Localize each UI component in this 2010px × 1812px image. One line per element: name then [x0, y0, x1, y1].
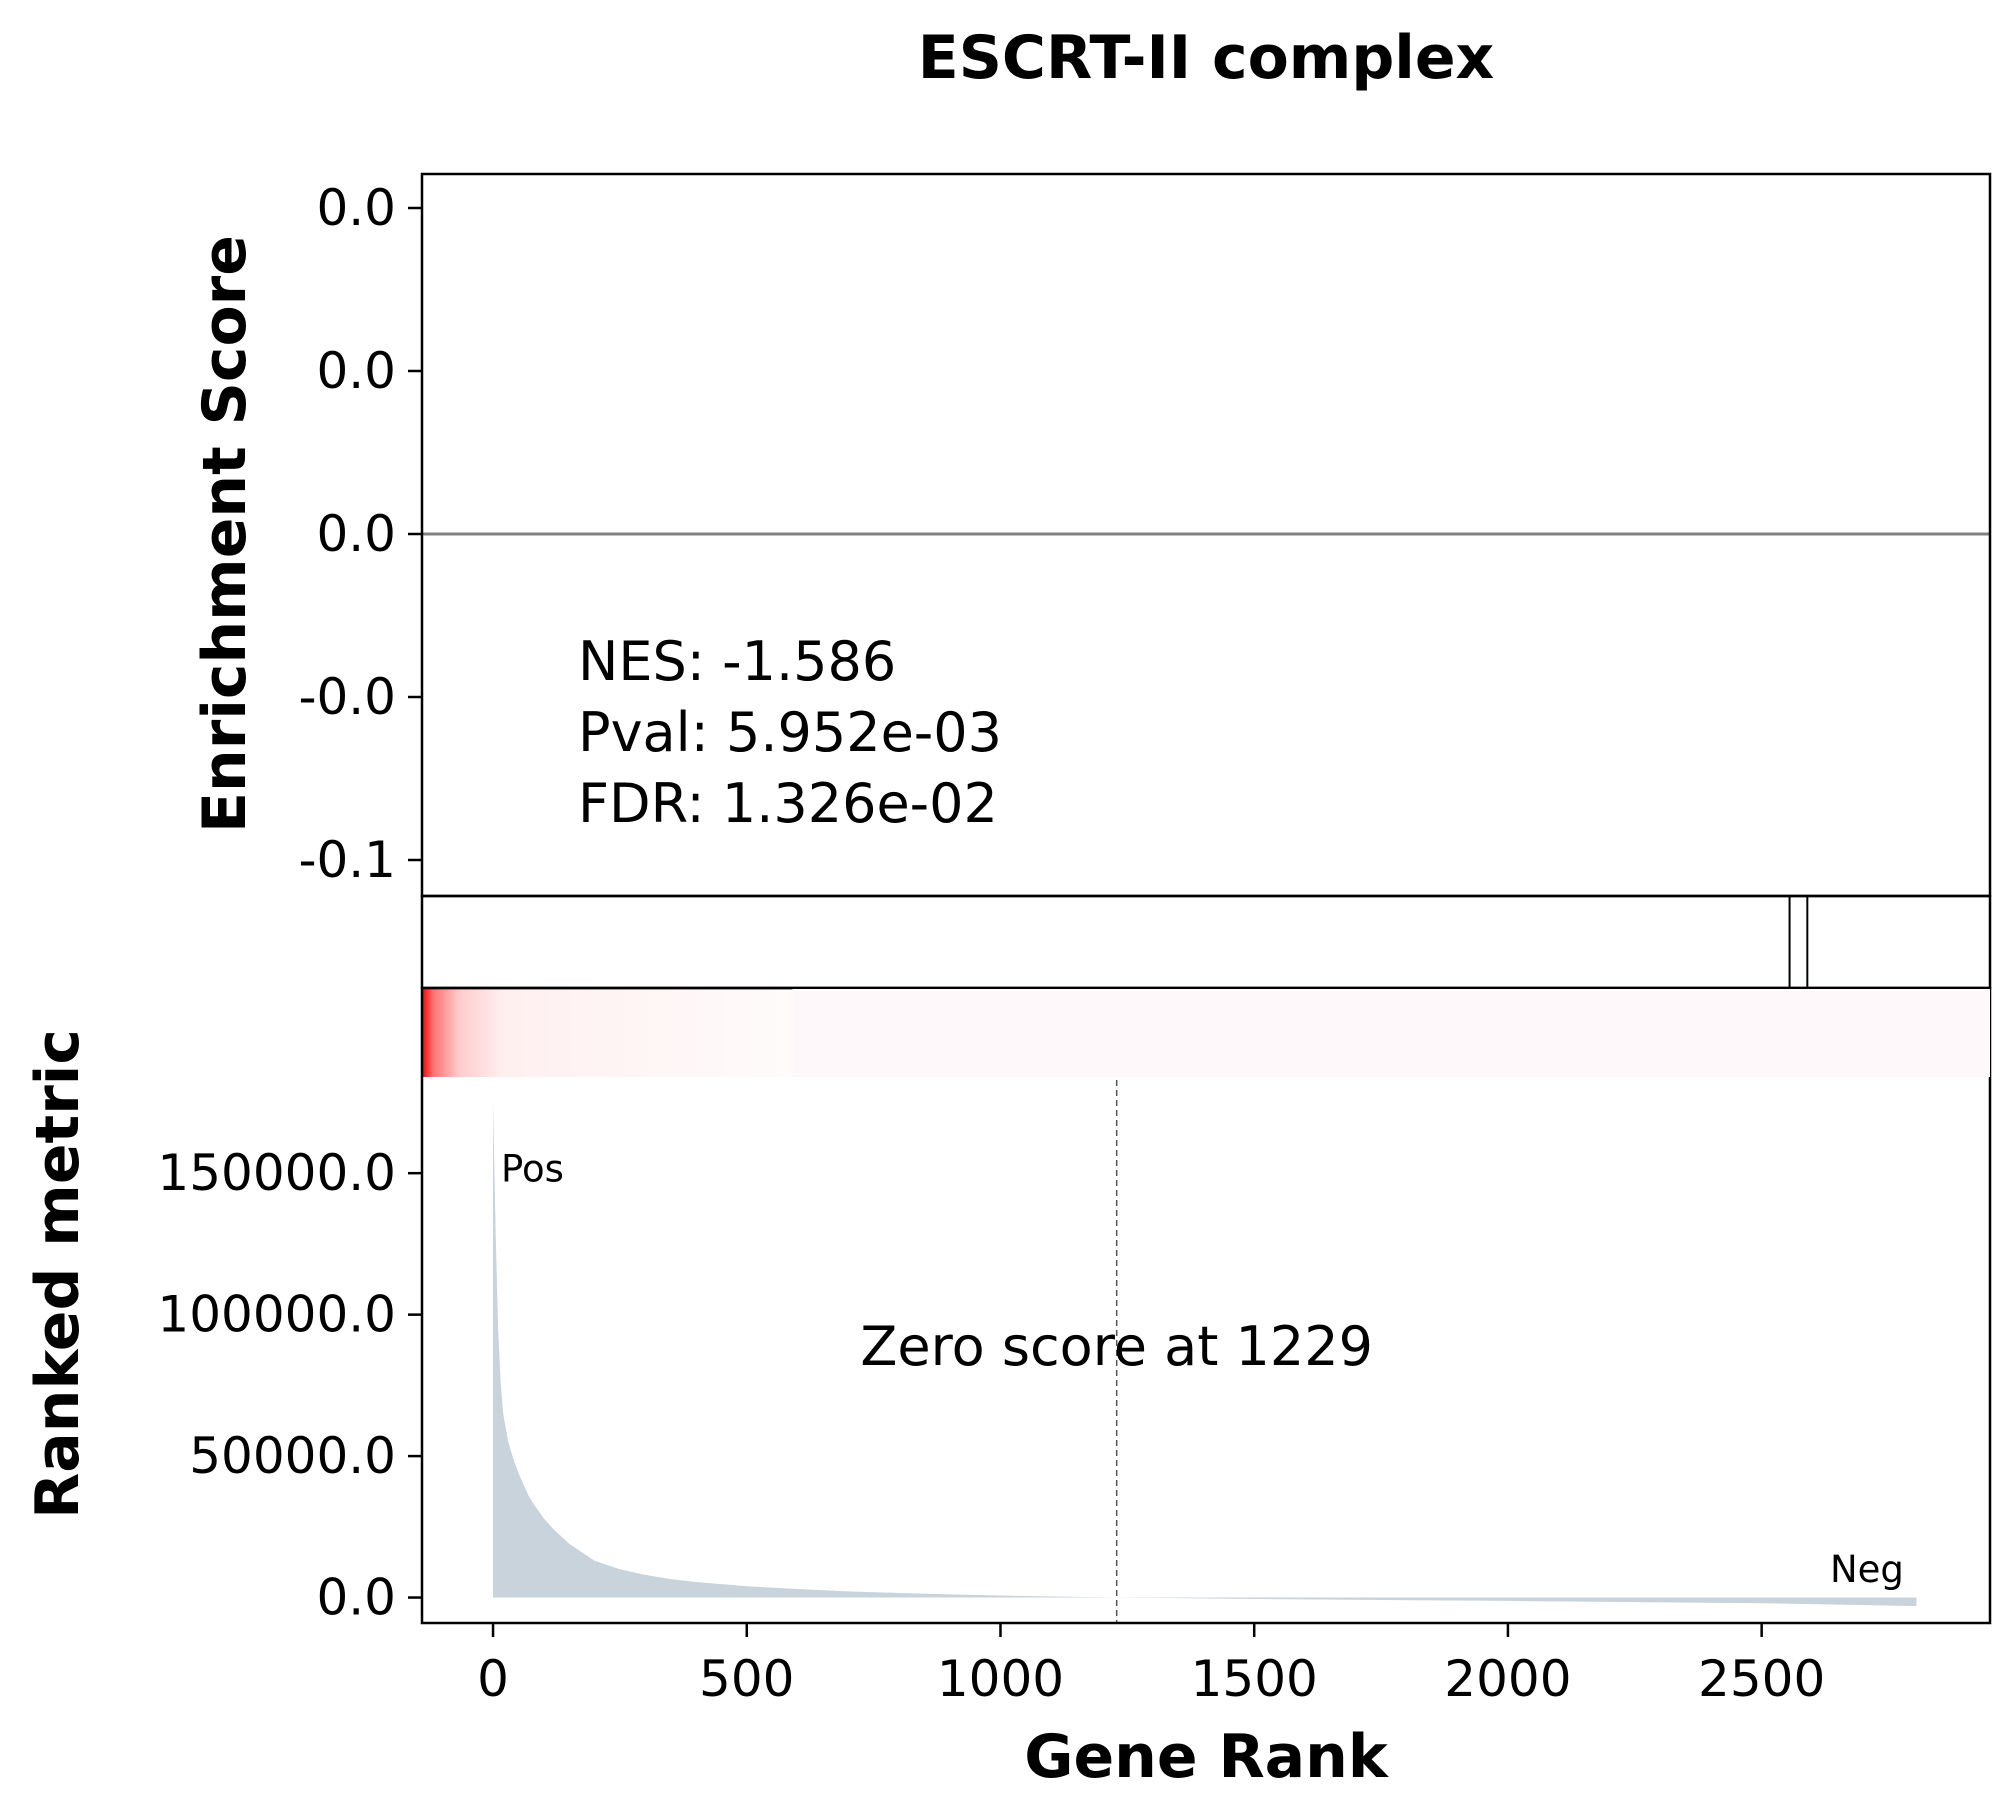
zero-score-label: Zero score at 1229	[860, 1315, 1373, 1378]
x-tick-label: 1500	[1191, 1650, 1318, 1708]
rm-y-tick-label: 50000.0	[189, 1427, 396, 1485]
hits-panel	[420, 894, 1992, 990]
neg-label: Neg	[1830, 1548, 1904, 1591]
rm-y-ticks: 0.0 50000.0 100000.0 150000.0	[157, 1144, 422, 1627]
fdr-stat: FDR: 1.326e-02	[578, 772, 998, 835]
es-axis-title: Enrichment Score	[190, 235, 260, 833]
nes-stat: NES: -1.586	[578, 630, 896, 693]
x-tick-label: 500	[699, 1650, 794, 1708]
rm-y-tick-label: 0.0	[316, 1569, 396, 1627]
rm-y-tick-label: 100000.0	[157, 1286, 396, 1344]
x-tick-label: 2000	[1444, 1650, 1571, 1708]
es-y-tick-label: 0.0	[316, 342, 396, 400]
enrichment-panel: 0.0 0.0 0.0 -0.0 -0.1 NES: -1.586 Pval: 5.95…	[190, 172, 1992, 898]
rm-y-tick-label: 150000.0	[157, 1144, 396, 1202]
rm-frame	[420, 986, 1992, 1625]
rm-axis-title: Ranked metric	[23, 1029, 93, 1519]
pos-label: Pos	[501, 1148, 564, 1191]
x-tick-label: 1000	[937, 1650, 1064, 1708]
es-y-tick-label: -0.1	[298, 831, 396, 889]
es-y-ticks: 0.0 0.0 0.0 -0.0 -0.1	[298, 179, 422, 889]
rank-heatmap	[422, 989, 793, 1077]
x-tick-label: 2500	[1698, 1650, 1825, 1708]
es-y-tick-label: -0.0	[298, 668, 396, 726]
x-axis-title: Gene Rank	[1024, 1722, 1390, 1792]
x-axis-ticks: 0 500 1000 1500 2000 2500	[477, 1623, 1825, 1708]
chart-title: ESCRT-II complex	[918, 23, 1495, 93]
x-tick-label: 0	[477, 1650, 509, 1708]
es-y-tick-label: 0.0	[316, 505, 396, 563]
pval-stat: Pval: 5.952e-03	[578, 701, 1002, 764]
rank-heatmap-tail	[792, 989, 1991, 1077]
ranked-metric-panel: Zero score at 1229 Pos Neg 0.0 50000.0 100…	[23, 986, 1992, 1627]
hit-lines	[1788, 896, 1809, 988]
es-y-tick-label: 0.0	[316, 179, 396, 237]
hits-frame	[420, 894, 1992, 990]
